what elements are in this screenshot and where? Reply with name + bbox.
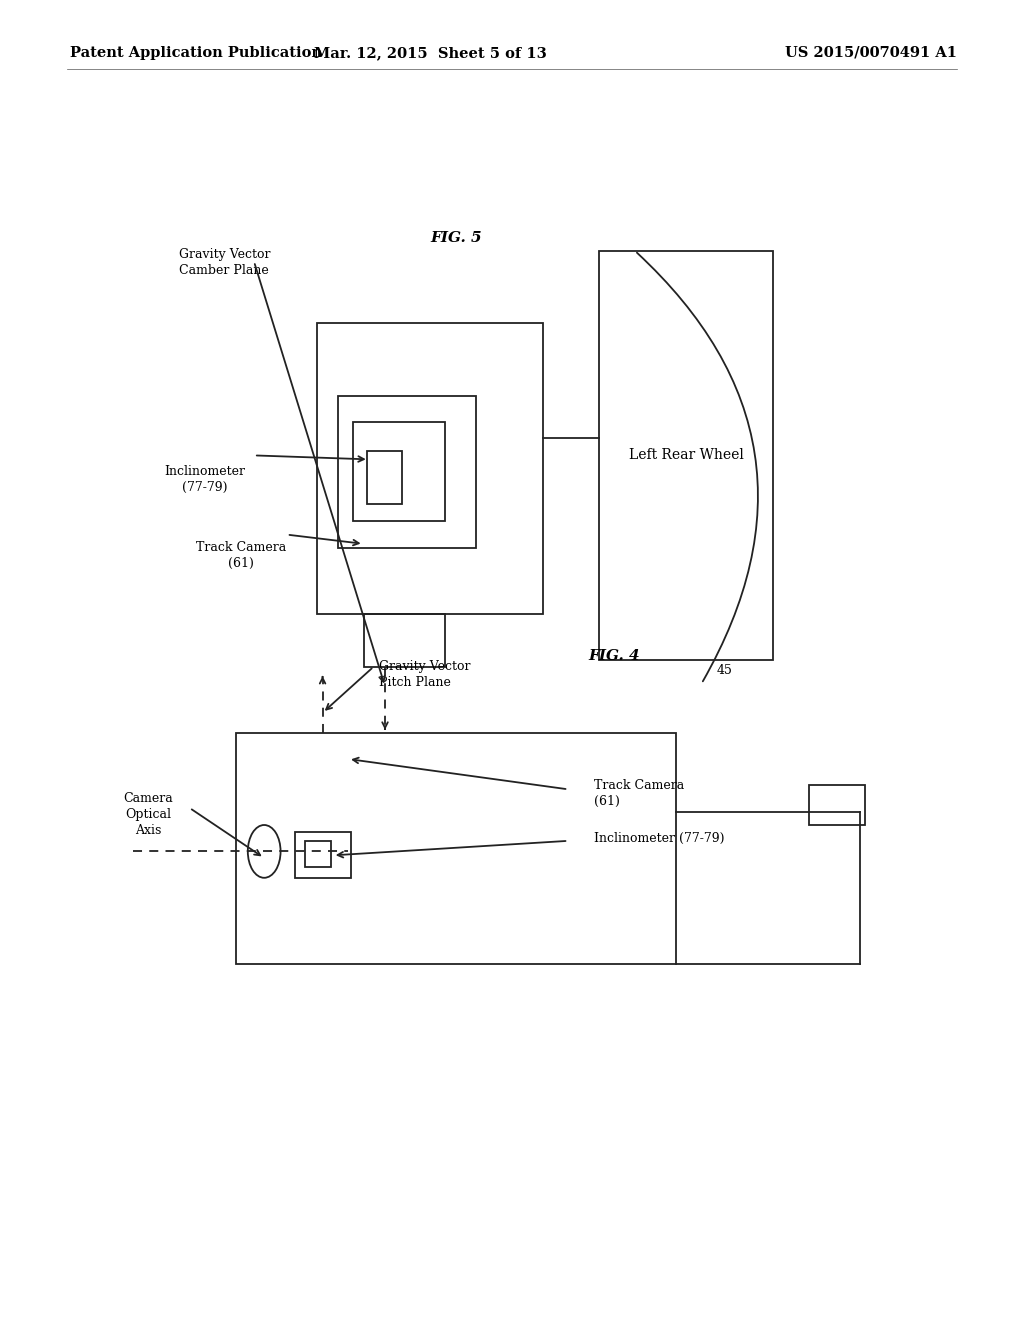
Text: Camera
Optical
Axis: Camera Optical Axis bbox=[124, 792, 173, 837]
Text: Left Rear Wheel: Left Rear Wheel bbox=[629, 449, 743, 462]
Bar bbox=[338, 396, 476, 548]
Bar bbox=[236, 733, 676, 964]
Text: FIG. 4: FIG. 4 bbox=[589, 649, 640, 664]
Bar bbox=[367, 451, 402, 504]
Text: Inclinometer
(77-79): Inclinometer (77-79) bbox=[164, 465, 246, 494]
Bar bbox=[599, 251, 773, 660]
Text: Mar. 12, 2015  Sheet 5 of 13: Mar. 12, 2015 Sheet 5 of 13 bbox=[313, 46, 547, 59]
Bar bbox=[364, 614, 445, 667]
Bar bbox=[295, 832, 351, 878]
Text: Gravity Vector
Camber Plane: Gravity Vector Camber Plane bbox=[179, 248, 270, 277]
Text: Patent Application Publication: Patent Application Publication bbox=[70, 46, 322, 59]
Bar bbox=[353, 422, 445, 521]
Text: 45: 45 bbox=[717, 664, 733, 677]
Text: Inclinometer (77-79): Inclinometer (77-79) bbox=[594, 832, 724, 845]
Text: FIG. 5: FIG. 5 bbox=[430, 231, 481, 246]
Bar bbox=[305, 841, 331, 867]
Text: Gravity Vector
Pitch Plane: Gravity Vector Pitch Plane bbox=[379, 660, 470, 689]
Text: Track Camera
(61): Track Camera (61) bbox=[594, 779, 684, 808]
Text: Track Camera
(61): Track Camera (61) bbox=[196, 541, 286, 570]
Text: US 2015/0070491 A1: US 2015/0070491 A1 bbox=[785, 46, 957, 59]
Bar bbox=[809, 785, 865, 825]
Bar bbox=[317, 323, 543, 614]
